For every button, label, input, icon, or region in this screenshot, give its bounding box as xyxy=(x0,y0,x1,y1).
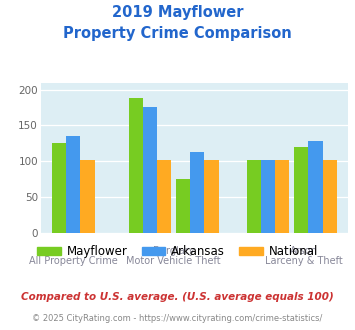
Bar xyxy=(190,152,204,233)
Text: All Property Crime: All Property Crime xyxy=(29,255,118,266)
Bar xyxy=(80,160,94,233)
Bar xyxy=(247,160,261,233)
Bar xyxy=(275,160,289,233)
Text: Motor Vehicle Theft: Motor Vehicle Theft xyxy=(126,255,221,266)
Bar xyxy=(157,160,171,233)
Text: Larceny & Theft: Larceny & Theft xyxy=(265,255,343,266)
Bar xyxy=(176,179,190,233)
Text: Arson: Arson xyxy=(290,246,318,255)
Text: Property Crime Comparison: Property Crime Comparison xyxy=(63,26,292,41)
Text: © 2025 CityRating.com - https://www.cityrating.com/crime-statistics/: © 2025 CityRating.com - https://www.city… xyxy=(32,314,323,323)
Text: Burglary: Burglary xyxy=(153,246,195,255)
Text: Compared to U.S. average. (U.S. average equals 100): Compared to U.S. average. (U.S. average … xyxy=(21,292,334,302)
Bar xyxy=(66,136,80,233)
Bar xyxy=(322,160,337,233)
Bar xyxy=(308,141,322,233)
Text: 2019 Mayflower: 2019 Mayflower xyxy=(112,5,243,20)
Bar xyxy=(204,160,219,233)
Bar xyxy=(143,107,157,233)
Bar xyxy=(261,160,275,233)
Bar xyxy=(129,98,143,233)
Legend: Mayflower, Arkansas, National: Mayflower, Arkansas, National xyxy=(32,241,323,263)
Bar xyxy=(52,143,66,233)
Bar xyxy=(294,147,308,233)
